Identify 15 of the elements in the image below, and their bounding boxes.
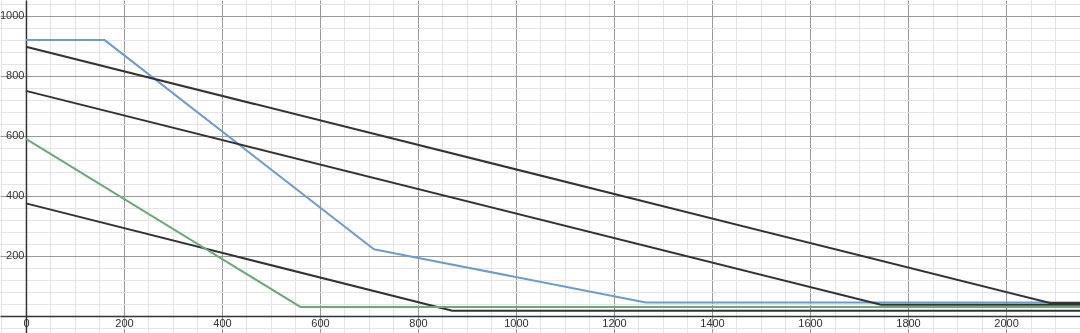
x-tick-label: 200 <box>115 317 134 330</box>
x-tick-label: 1200 <box>602 317 627 330</box>
x-tick-label: 1400 <box>700 317 725 330</box>
x-tick-label: 1600 <box>798 317 823 330</box>
x-tick-label: 2000 <box>994 317 1019 330</box>
x-tick-label: 600 <box>311 317 330 330</box>
x-tick-label: 400 <box>213 317 232 330</box>
y-tick-label: 600 <box>6 129 25 142</box>
y-tick-label: 400 <box>6 189 25 202</box>
x-tick-label: 1800 <box>896 317 921 330</box>
y-tick-label: 1000 <box>0 9 25 22</box>
x-tick-label: 1000 <box>504 317 529 330</box>
y-tick-label: 800 <box>6 69 25 82</box>
x-tick-label: 800 <box>409 317 428 330</box>
y-tick-label: 200 <box>6 249 25 262</box>
